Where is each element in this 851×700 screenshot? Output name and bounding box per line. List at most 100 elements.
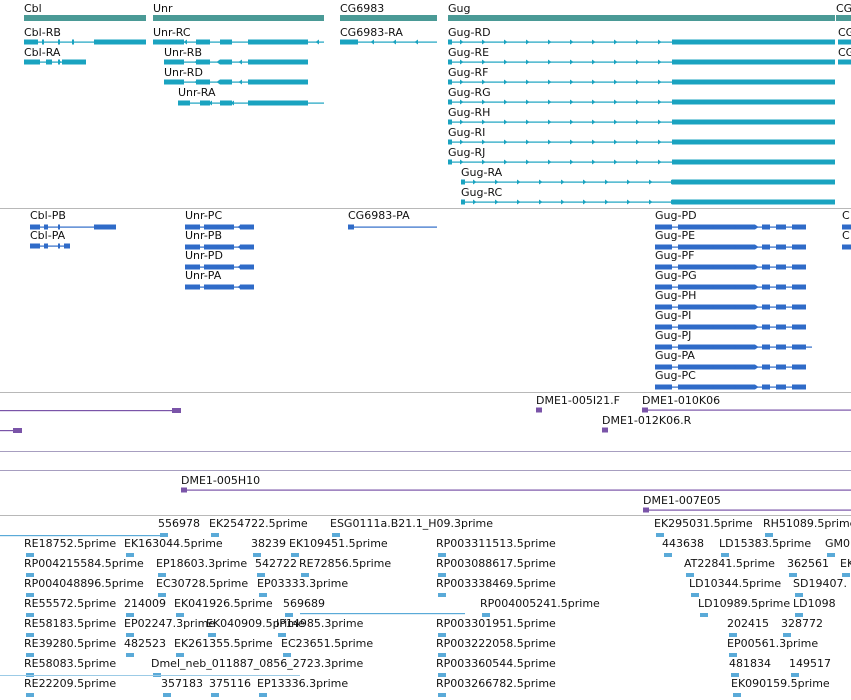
- transcript-exon[interactable]: [248, 79, 308, 85]
- est-read[interactable]: [176, 653, 184, 657]
- transcript-exon[interactable]: [94, 224, 116, 230]
- transcript-exon[interactable]: [24, 59, 40, 65]
- est-read[interactable]: [160, 533, 168, 537]
- transcript-exon[interactable]: [200, 100, 210, 106]
- transcript-exon[interactable]: [776, 264, 786, 270]
- transcript-exon[interactable]: [655, 264, 672, 270]
- transcript-exon[interactable]: [678, 284, 755, 290]
- transcript-exon[interactable]: [461, 199, 465, 205]
- transcript-exon[interactable]: [58, 39, 60, 45]
- gene-bar[interactable]: [836, 15, 851, 21]
- transcript-exon[interactable]: [448, 139, 452, 145]
- transcript-exon[interactable]: [678, 364, 755, 370]
- est-read[interactable]: [438, 633, 446, 637]
- transcript-exon[interactable]: [655, 224, 672, 230]
- est-read[interactable]: [158, 573, 166, 577]
- clone-read[interactable]: [181, 489, 851, 491]
- transcript-exon[interactable]: [220, 79, 232, 85]
- transcript-exon[interactable]: [220, 100, 232, 106]
- clone-read[interactable]: [0, 430, 22, 432]
- transcript-exon[interactable]: [62, 59, 86, 65]
- est-read[interactable]: [791, 673, 799, 677]
- est-read[interactable]: [26, 613, 34, 617]
- clone-read-end[interactable]: [172, 408, 181, 413]
- transcript-exon[interactable]: [348, 224, 354, 230]
- clone-read[interactable]: [642, 409, 851, 411]
- transcript-exon[interactable]: [776, 324, 786, 330]
- est-read[interactable]: [257, 573, 265, 577]
- est-read[interactable]: [158, 593, 166, 597]
- transcript-exon[interactable]: [30, 224, 40, 230]
- transcript-exon[interactable]: [678, 244, 755, 250]
- transcript-exon[interactable]: [678, 384, 755, 390]
- transcript-exon[interactable]: [196, 79, 210, 85]
- clone-read-end[interactable]: [13, 428, 22, 433]
- transcript-exon[interactable]: [94, 39, 146, 45]
- transcript-exon[interactable]: [776, 304, 786, 310]
- est-read[interactable]: [827, 553, 835, 557]
- est-read[interactable]: [438, 693, 446, 697]
- transcript-exon[interactable]: [672, 159, 835, 165]
- transcript-exon[interactable]: [672, 119, 835, 125]
- transcript-exon[interactable]: [153, 39, 184, 45]
- est-read[interactable]: [283, 653, 291, 657]
- est-read[interactable]: [0, 535, 160, 537]
- est-read[interactable]: [691, 593, 699, 597]
- transcript-exon[interactable]: [240, 264, 254, 270]
- clone-read-end[interactable]: [181, 487, 187, 493]
- transcript-exon[interactable]: [220, 59, 232, 65]
- clone-read-end[interactable]: [643, 507, 649, 513]
- transcript-exon[interactable]: [655, 324, 672, 330]
- transcript-exon[interactable]: [776, 364, 786, 370]
- est-read[interactable]: [26, 693, 34, 697]
- transcript-exon[interactable]: [655, 284, 672, 290]
- transcript-exon[interactable]: [30, 243, 40, 249]
- est-read[interactable]: [686, 573, 694, 577]
- transcript-exon[interactable]: [842, 224, 851, 230]
- transcript-exon[interactable]: [240, 284, 254, 290]
- est-read[interactable]: [795, 613, 803, 617]
- transcript-exon[interactable]: [678, 224, 755, 230]
- est-read[interactable]: [211, 533, 219, 537]
- est-read[interactable]: [259, 593, 267, 597]
- transcript-exon[interactable]: [655, 384, 672, 390]
- est-read[interactable]: [438, 673, 446, 677]
- transcript-exon[interactable]: [58, 224, 60, 230]
- transcript-exon[interactable]: [248, 59, 308, 65]
- transcript-exon[interactable]: [672, 139, 835, 145]
- est-read[interactable]: [438, 593, 446, 597]
- transcript-exon[interactable]: [58, 243, 60, 249]
- transcript-exon[interactable]: [762, 264, 770, 270]
- transcript-exon[interactable]: [762, 384, 770, 390]
- transcript-exon[interactable]: [196, 39, 210, 45]
- transcript-exon[interactable]: [776, 224, 786, 230]
- transcript-exon[interactable]: [44, 243, 48, 249]
- est-read[interactable]: [211, 693, 219, 697]
- transcript-exon[interactable]: [185, 264, 200, 270]
- est-read[interactable]: [731, 673, 739, 677]
- est-read[interactable]: [26, 573, 34, 577]
- transcript-exon[interactable]: [448, 79, 452, 85]
- transcript-exon[interactable]: [185, 224, 200, 230]
- est-read[interactable]: [126, 553, 134, 557]
- transcript-exon[interactable]: [776, 344, 786, 350]
- est-read[interactable]: [700, 613, 708, 617]
- transcript-exon[interactable]: [672, 179, 835, 185]
- est-read[interactable]: [26, 653, 34, 657]
- est-read[interactable]: [208, 633, 216, 637]
- clone-read[interactable]: [643, 509, 851, 511]
- gene-bar[interactable]: [448, 15, 835, 21]
- est-read[interactable]: [842, 573, 850, 577]
- est-read[interactable]: [126, 633, 134, 637]
- est-read[interactable]: [795, 593, 803, 597]
- transcript-exon[interactable]: [46, 59, 52, 65]
- transcript-exon[interactable]: [838, 39, 851, 45]
- transcript-exon[interactable]: [678, 304, 755, 310]
- transcript-exon[interactable]: [655, 364, 672, 370]
- transcript-exon[interactable]: [672, 59, 835, 65]
- est-read[interactable]: [656, 533, 664, 537]
- transcript-exon[interactable]: [448, 99, 452, 105]
- est-read[interactable]: [729, 633, 737, 637]
- transcript-exon[interactable]: [762, 364, 770, 370]
- transcript-exon[interactable]: [185, 284, 200, 290]
